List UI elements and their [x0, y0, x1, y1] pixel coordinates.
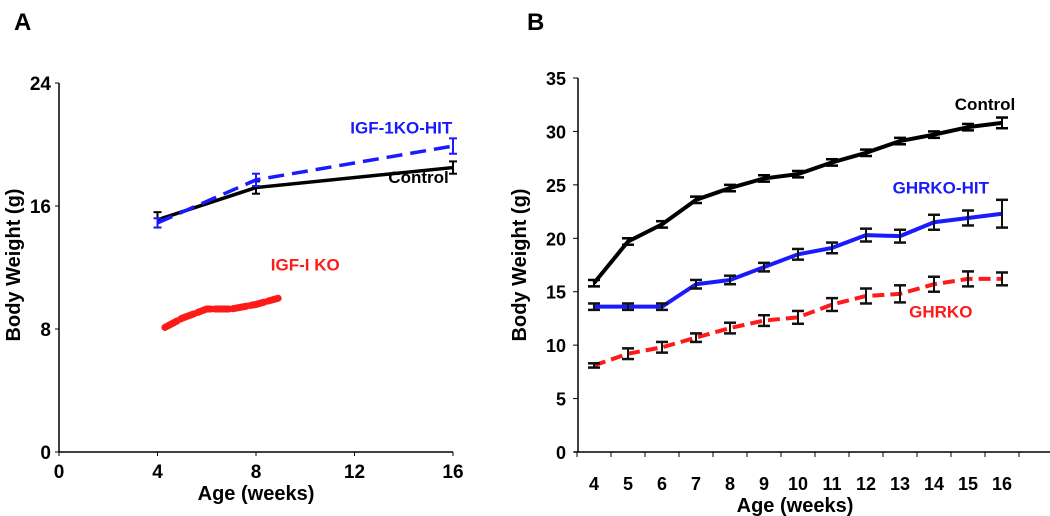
panel-label-a: A	[14, 9, 31, 36]
series-label: GHRKO	[909, 302, 972, 321]
series-label: Control	[955, 95, 1015, 114]
y-tick-label: 35	[546, 69, 566, 89]
panel-b-x-axis-label: Age (weeks)	[737, 495, 854, 516]
panel-label-b: B	[527, 9, 544, 36]
series-label: IGF-1KO-HIT	[350, 119, 453, 138]
y-tick-label: 10	[546, 336, 566, 356]
x-tick-label: 9	[759, 474, 769, 494]
x-tick-label: 16	[992, 474, 1012, 494]
x-tick-label: 14	[924, 474, 944, 494]
x-tick-label: 11	[822, 474, 841, 494]
x-tick-label: 5	[623, 474, 633, 494]
x-tick-label: 16	[442, 462, 463, 483]
x-tick-label: 8	[251, 462, 262, 483]
x-tick-label: 4	[152, 462, 163, 483]
y-tick-label: 0	[556, 443, 566, 463]
y-tick-label: 25	[546, 176, 566, 196]
series-label: GHRKO-HIT	[893, 178, 990, 197]
panel-b: 0 5 10 15 20 25 30 35 4 5 6 7 8 9 10 11 12 13 14 15 16 Contro…	[546, 69, 1050, 494]
x-tick-label: 4	[589, 474, 599, 494]
panel-a-x-axis-label: Age (weeks)	[198, 483, 315, 505]
x-tick-label: 6	[657, 474, 667, 494]
x-tick-label: 8	[725, 474, 735, 494]
y-tick-label: 15	[546, 283, 566, 303]
series-label: Control	[388, 168, 448, 187]
series-line-IGF-I KO	[161, 294, 282, 331]
x-tick-label: 12	[344, 462, 365, 483]
panel-a: 0 8 16 24 0 4 8 12 16 IGF-1KO-HIT Control IGF-I KO	[30, 74, 464, 483]
y-tick-label: 20	[546, 229, 566, 249]
y-tick-label: 16	[30, 197, 51, 218]
x-tick-label: 15	[958, 474, 978, 494]
y-tick-label: 5	[556, 390, 566, 410]
y-tick-label: 24	[30, 74, 52, 95]
y-tick-label: 8	[40, 320, 51, 341]
series-label: IGF-I KO	[271, 256, 340, 275]
panel-b-y-axis-label: Body Weight (g)	[509, 189, 531, 342]
x-tick-label: 10	[788, 474, 808, 494]
x-tick-label: 0	[54, 462, 65, 483]
y-tick-label: 30	[546, 122, 566, 142]
x-tick-label: 12	[856, 474, 876, 494]
x-tick-label: 7	[691, 474, 701, 494]
panel-a-y-axis-label: Body Weight (g)	[3, 189, 25, 342]
x-tick-label: 13	[890, 474, 910, 494]
y-tick-label: 0	[40, 443, 51, 464]
